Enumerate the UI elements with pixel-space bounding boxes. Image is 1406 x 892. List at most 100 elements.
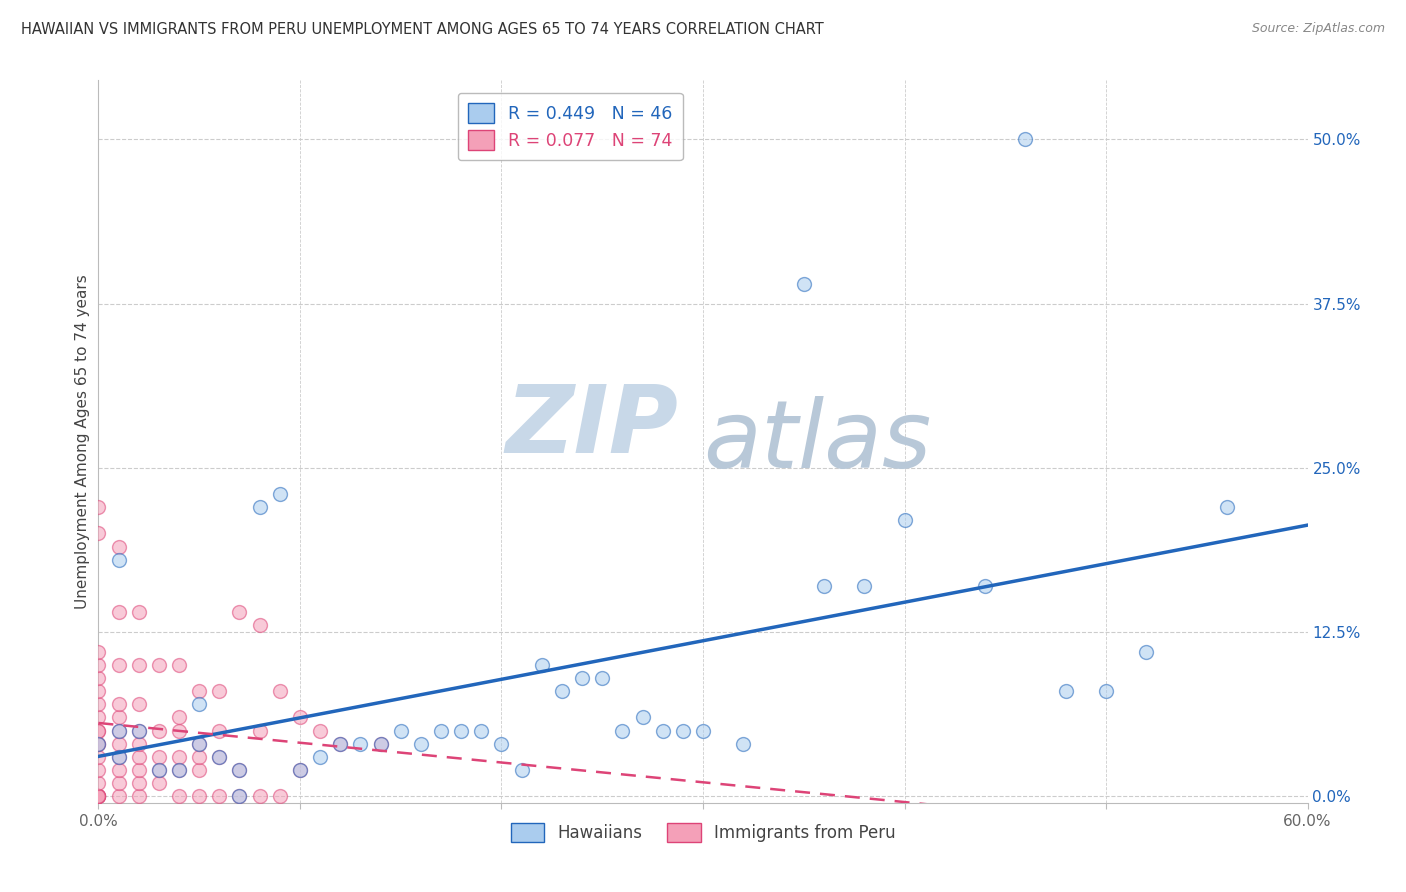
Point [228,763,250,777]
Point [87,684,110,698]
Point [128,698,150,712]
Point [228,789,250,804]
Point [128,737,150,751]
Point [228,605,250,619]
Point [107,710,129,724]
Y-axis label: Unemployment Among Ages 65 to 74 years: Unemployment Among Ages 65 to 74 years [75,274,90,609]
Point [974,579,997,593]
Point [87,737,110,751]
Point [167,763,190,777]
Point [1216,500,1239,515]
Point [87,737,110,751]
Point [571,671,593,685]
Point [208,684,231,698]
Text: ZIP: ZIP [506,381,679,473]
Point [148,723,170,738]
Point [128,605,150,619]
Point [551,684,574,698]
Point [87,526,110,541]
Point [107,763,129,777]
Text: atlas: atlas [703,396,931,487]
Point [208,723,231,738]
Point [228,763,250,777]
Point [853,579,876,593]
Point [87,763,110,777]
Point [389,723,412,738]
Point [188,789,211,804]
Point [793,277,815,291]
Point [107,723,129,738]
Point [87,500,110,515]
Point [107,737,129,751]
Point [87,698,110,712]
Point [1095,684,1118,698]
Point [128,776,150,790]
Point [107,605,129,619]
Legend: Hawaiians, Immigrants from Peru: Hawaiians, Immigrants from Peru [503,816,903,848]
Point [409,737,432,751]
Point [167,789,190,804]
Point [87,789,110,804]
Point [87,657,110,672]
Point [87,723,110,738]
Point [249,723,271,738]
Point [651,723,673,738]
Point [370,737,392,751]
Point [450,723,472,738]
Point [1014,132,1036,146]
Point [87,645,110,659]
Text: HAWAIIAN VS IMMIGRANTS FROM PERU UNEMPLOYMENT AMONG AGES 65 TO 74 YEARS CORRELAT: HAWAIIAN VS IMMIGRANTS FROM PERU UNEMPLO… [21,22,824,37]
Point [228,789,250,804]
Point [87,789,110,804]
Point [188,749,211,764]
Point [107,657,129,672]
Point [249,500,271,515]
Point [188,737,211,751]
Point [107,749,129,764]
Point [188,684,211,698]
Point [510,763,533,777]
Point [188,698,211,712]
Point [188,737,211,751]
Point [167,657,190,672]
Point [309,723,332,738]
Point [128,657,150,672]
Point [470,723,492,738]
Point [309,749,332,764]
Point [87,789,110,804]
Point [167,710,190,724]
Point [128,723,150,738]
Point [167,763,190,777]
Text: Source: ZipAtlas.com: Source: ZipAtlas.com [1251,22,1385,36]
Point [208,789,231,804]
Point [631,710,654,724]
Point [329,737,352,751]
Point [148,776,170,790]
Point [87,710,110,724]
Point [87,789,110,804]
Point [107,553,129,567]
Point [329,737,352,751]
Point [370,737,392,751]
Point [692,723,714,738]
Point [1135,645,1157,659]
Point [148,749,170,764]
Point [128,763,150,777]
Point [208,749,231,764]
Point [530,657,553,672]
Point [87,723,110,738]
Point [167,723,190,738]
Point [87,789,110,804]
Point [430,723,453,738]
Point [128,789,150,804]
Point [249,618,271,632]
Point [288,763,311,777]
Point [87,776,110,790]
Point [612,723,634,738]
Point [288,763,311,777]
Point [733,737,755,751]
Point [107,540,129,554]
Point [1054,684,1077,698]
Point [128,749,150,764]
Point [107,698,129,712]
